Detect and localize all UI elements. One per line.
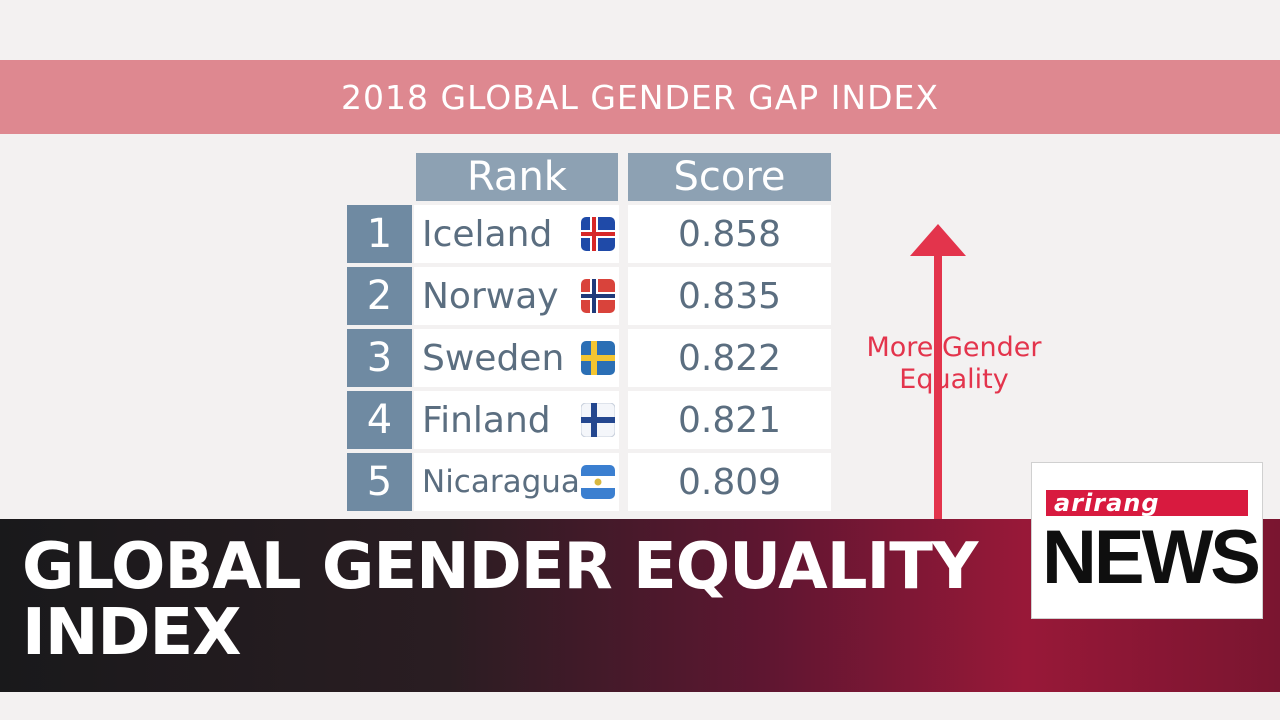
iceland-flag-icon [581, 217, 615, 251]
arrow-label-line1: More Gender [866, 332, 1042, 363]
country-cell: Norway [414, 267, 619, 325]
sweden-flag-icon [581, 341, 615, 375]
country-name: Norway [422, 275, 559, 317]
country-name: Sweden [422, 337, 565, 379]
country-name: Iceland [422, 213, 553, 255]
title-banner: 2018 GLOBAL GENDER GAP INDEX [0, 60, 1280, 134]
arrow-label-line2: Equality [899, 364, 1009, 395]
arirang-news-logo: arirang NEWS [1031, 462, 1263, 619]
banner-title: 2018 GLOBAL GENDER GAP INDEX [341, 77, 939, 117]
rank-cell: 3 [347, 329, 412, 387]
rank-cell: 4 [347, 391, 412, 449]
up-arrow-icon [910, 224, 966, 524]
rank-column-header: Rank [416, 153, 618, 201]
logo-brand: arirang [1046, 490, 1248, 516]
nicaragua-flag-icon [581, 465, 615, 499]
country-cell: Finland [414, 391, 619, 449]
score-cell: 0.822 [628, 329, 831, 387]
rank-cell: 2 [347, 267, 412, 325]
country-cell: Iceland [414, 205, 619, 263]
country-name: Finland [422, 399, 551, 441]
score-cell: 0.858 [628, 205, 831, 263]
logo-news: NEWS [1042, 515, 1261, 600]
rank-cell: 1 [347, 205, 412, 263]
rank-cell: 5 [347, 453, 412, 511]
country-name: Nicaragua [422, 464, 580, 500]
score-cell: 0.835 [628, 267, 831, 325]
country-cell: Nicaragua [414, 453, 619, 511]
headline: GLOBAL GENDER EQUALITY INDEX [22, 534, 1002, 666]
finland-flag-icon [581, 403, 615, 437]
arrow-label: More Gender Equality [848, 332, 1060, 396]
score-column-header: Score [628, 153, 831, 201]
score-cell: 0.821 [628, 391, 831, 449]
score-cell: 0.809 [628, 453, 831, 511]
bottom-strip [0, 692, 1280, 720]
headline-line1: GLOBAL GENDER EQUALITY [22, 530, 978, 604]
headline-line2: INDEX [22, 596, 242, 670]
norway-flag-icon [581, 279, 615, 313]
country-cell: Sweden [414, 329, 619, 387]
